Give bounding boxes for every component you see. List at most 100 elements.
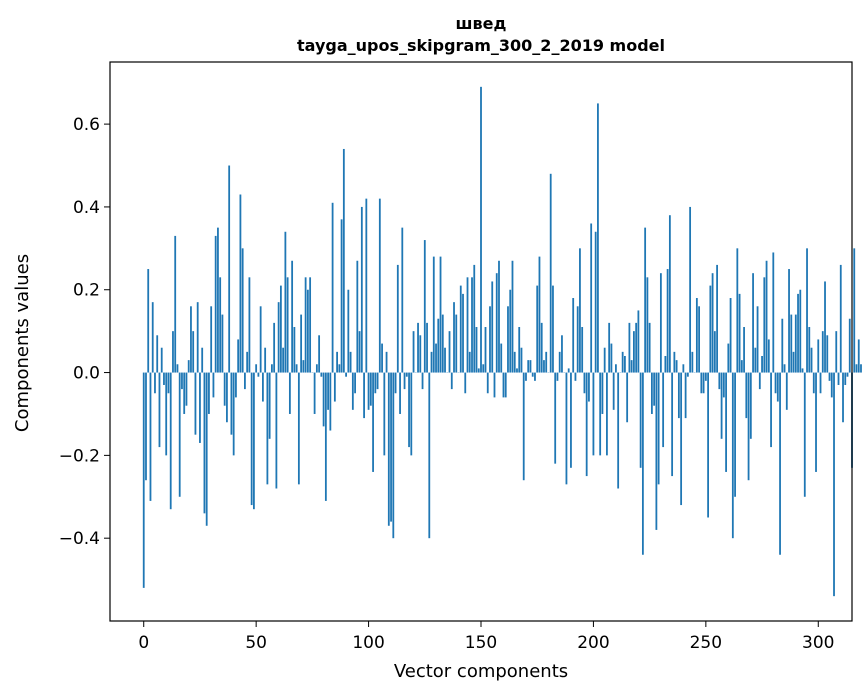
bar <box>641 372 644 555</box>
bar <box>410 372 413 456</box>
bar <box>680 372 683 506</box>
bar <box>232 372 235 456</box>
bar <box>502 372 505 398</box>
y-tick-label: 0.0 <box>73 364 100 384</box>
bar <box>743 327 745 373</box>
bar <box>698 306 700 373</box>
bar <box>459 285 462 373</box>
bar <box>327 372 329 410</box>
y-tick-label: 0.6 <box>73 115 100 135</box>
bar <box>156 335 159 373</box>
bar <box>844 372 847 385</box>
bar <box>318 335 321 373</box>
bar <box>145 372 147 481</box>
bar <box>464 372 467 394</box>
bar <box>585 372 588 477</box>
bar <box>394 372 397 394</box>
bar <box>842 372 844 423</box>
bar <box>621 351 624 373</box>
bar <box>223 372 226 406</box>
bar <box>725 372 727 472</box>
bar <box>277 302 280 373</box>
x-tick-label: 50 <box>245 633 267 653</box>
x-tick-label: 300 <box>802 633 834 653</box>
bar <box>799 289 802 373</box>
bar <box>824 281 826 373</box>
bar <box>808 327 811 373</box>
bar <box>630 360 633 373</box>
bar <box>626 372 629 423</box>
bar <box>545 351 548 373</box>
bar <box>450 372 453 390</box>
bar <box>597 103 599 373</box>
bar <box>324 372 327 501</box>
bar <box>383 372 386 456</box>
bar <box>713 331 716 373</box>
bar <box>365 198 368 373</box>
bar <box>637 310 640 373</box>
bar <box>567 368 570 373</box>
bar <box>648 322 651 373</box>
bar <box>518 327 521 373</box>
bar <box>336 351 338 373</box>
bar <box>331 202 334 373</box>
bar <box>552 285 554 373</box>
bar <box>507 306 509 373</box>
bar <box>270 364 273 373</box>
bar <box>599 372 602 456</box>
bar <box>837 372 840 385</box>
bar <box>590 223 593 373</box>
bar <box>785 372 788 410</box>
bar <box>255 364 258 373</box>
bar <box>369 372 372 406</box>
bar <box>677 372 680 419</box>
bar <box>650 372 653 414</box>
bar <box>437 318 440 373</box>
bar <box>576 306 579 373</box>
bar <box>664 355 667 373</box>
bar <box>734 372 736 497</box>
y-axis-label: Components values <box>12 254 33 432</box>
bar <box>329 372 332 431</box>
bar <box>655 372 658 530</box>
bar <box>504 372 507 398</box>
bar <box>239 194 242 373</box>
bar <box>763 277 766 373</box>
bar <box>194 372 197 435</box>
bar <box>300 314 303 373</box>
bar <box>286 277 289 373</box>
bar <box>217 227 219 373</box>
bar <box>639 372 642 468</box>
bar <box>275 372 278 489</box>
bar <box>176 364 179 373</box>
y-tick-label: 0.2 <box>73 281 100 301</box>
bar <box>801 368 804 373</box>
bar <box>574 372 577 381</box>
bar <box>500 343 503 373</box>
bar <box>754 347 757 373</box>
bar <box>250 372 253 506</box>
bar <box>475 327 478 373</box>
chart-title: швед <box>456 14 507 33</box>
bar <box>792 351 795 373</box>
bar <box>716 264 718 373</box>
bar <box>435 343 437 373</box>
x-tick-label: 150 <box>465 633 497 653</box>
x-axis-ticks: 0 50 100 150 200 250 300 <box>138 621 834 653</box>
bar <box>572 298 575 373</box>
bar <box>208 372 210 414</box>
bar <box>372 372 374 472</box>
bar <box>624 355 626 373</box>
bar <box>826 335 829 373</box>
bar <box>720 372 723 439</box>
bar <box>172 331 174 373</box>
bar <box>378 198 381 373</box>
bar <box>160 347 163 373</box>
bar <box>273 322 276 373</box>
bar <box>396 264 399 373</box>
bar <box>765 260 768 373</box>
bar <box>412 331 415 373</box>
bar <box>262 372 264 402</box>
chart-subtitle: tayga_upos_skipgram_300_2_2019 model <box>297 36 665 55</box>
bar <box>358 331 361 373</box>
